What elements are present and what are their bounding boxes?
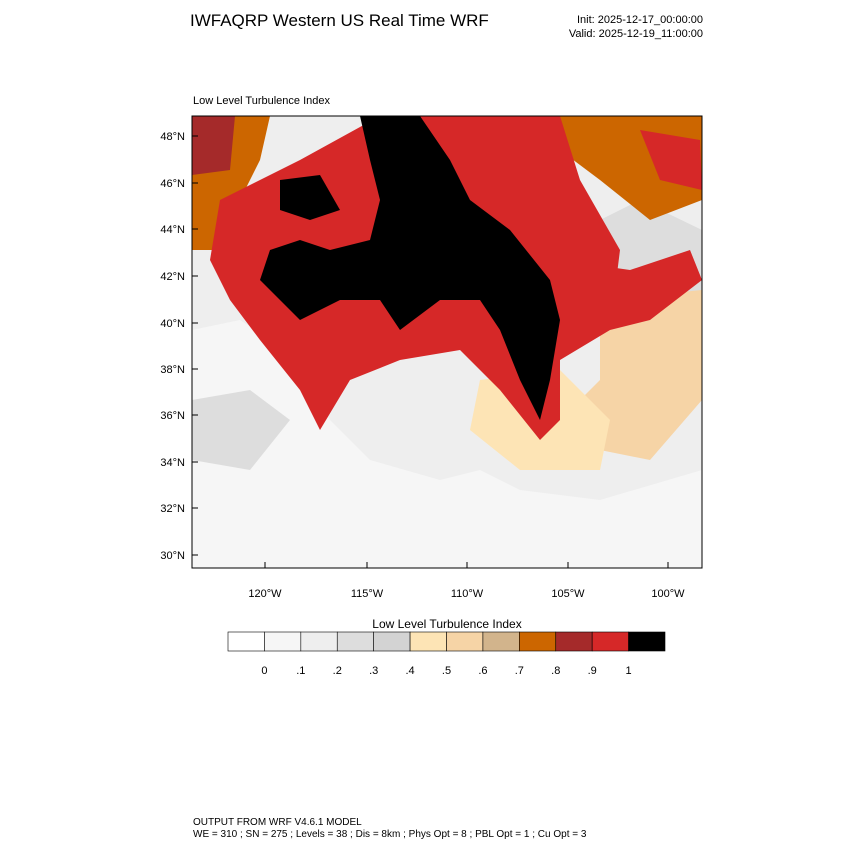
colorbar-box: [300, 631, 338, 652]
colorbar-box: [482, 631, 520, 652]
colorbar-label: .8: [551, 665, 560, 677]
colorbar-box: [519, 631, 557, 652]
colorbar-box: [227, 631, 265, 652]
colorbar-title: Low Level Turbulence Index: [372, 617, 521, 631]
lat-label: 30°N: [160, 550, 185, 562]
colorbar-box: [336, 631, 374, 652]
map-frame: [191, 115, 703, 569]
colorbar-label: .4: [405, 665, 414, 677]
colorbar-label: .1: [296, 665, 305, 677]
colorbar-label: 1: [626, 665, 632, 677]
lon-label: 100°W: [651, 588, 685, 600]
colorbar-label: 0: [261, 665, 267, 677]
valid-time: Valid: 2025-12-19_11:00:00: [569, 28, 703, 40]
lat-label: 46°N: [160, 178, 185, 190]
lon-label: 110°W: [451, 588, 484, 600]
lat-label: 32°N: [160, 503, 185, 515]
colorbar-label: .5: [442, 665, 451, 677]
footer-line: OUTPUT FROM WRF V4.6.1 MODEL: [193, 817, 362, 828]
colorbar-box: [591, 631, 629, 652]
footer-line: WE = 310 ; SN = 275 ; Levels = 38 ; Dis …: [193, 829, 587, 840]
colorbar-box: [373, 631, 411, 652]
colorbar-box: [555, 631, 593, 652]
colorbar-box: [446, 631, 484, 652]
init-time: Init: 2025-12-17_00:00:00: [577, 14, 703, 26]
lat-label: 38°N: [160, 364, 185, 376]
lat-label: 42°N: [160, 271, 185, 283]
map-field: [192, 116, 702, 568]
lon-label: 120°W: [248, 588, 282, 600]
lat-label: 34°N: [160, 457, 185, 469]
lat-label: 36°N: [160, 410, 185, 422]
colorbar-box: [409, 631, 447, 652]
colorbar-label: .9: [588, 665, 597, 677]
lon-label: 105°W: [551, 588, 585, 600]
colorbar-label: .6: [478, 665, 487, 677]
lon-label: 115°W: [351, 588, 384, 600]
colorbar-label: .7: [515, 665, 524, 677]
map-title: Low Level Turbulence Index: [193, 95, 330, 107]
colorbar-label: .3: [369, 665, 378, 677]
colorbar-box: [628, 631, 666, 652]
colorbar-box: [264, 631, 302, 652]
lat-label: 48°N: [160, 131, 185, 143]
lat-label: 44°N: [160, 224, 185, 236]
lat-label: 40°N: [160, 318, 185, 330]
title: IWFAQRP Western US Real Time WRF: [190, 11, 489, 30]
colorbar-label: .2: [333, 665, 342, 677]
